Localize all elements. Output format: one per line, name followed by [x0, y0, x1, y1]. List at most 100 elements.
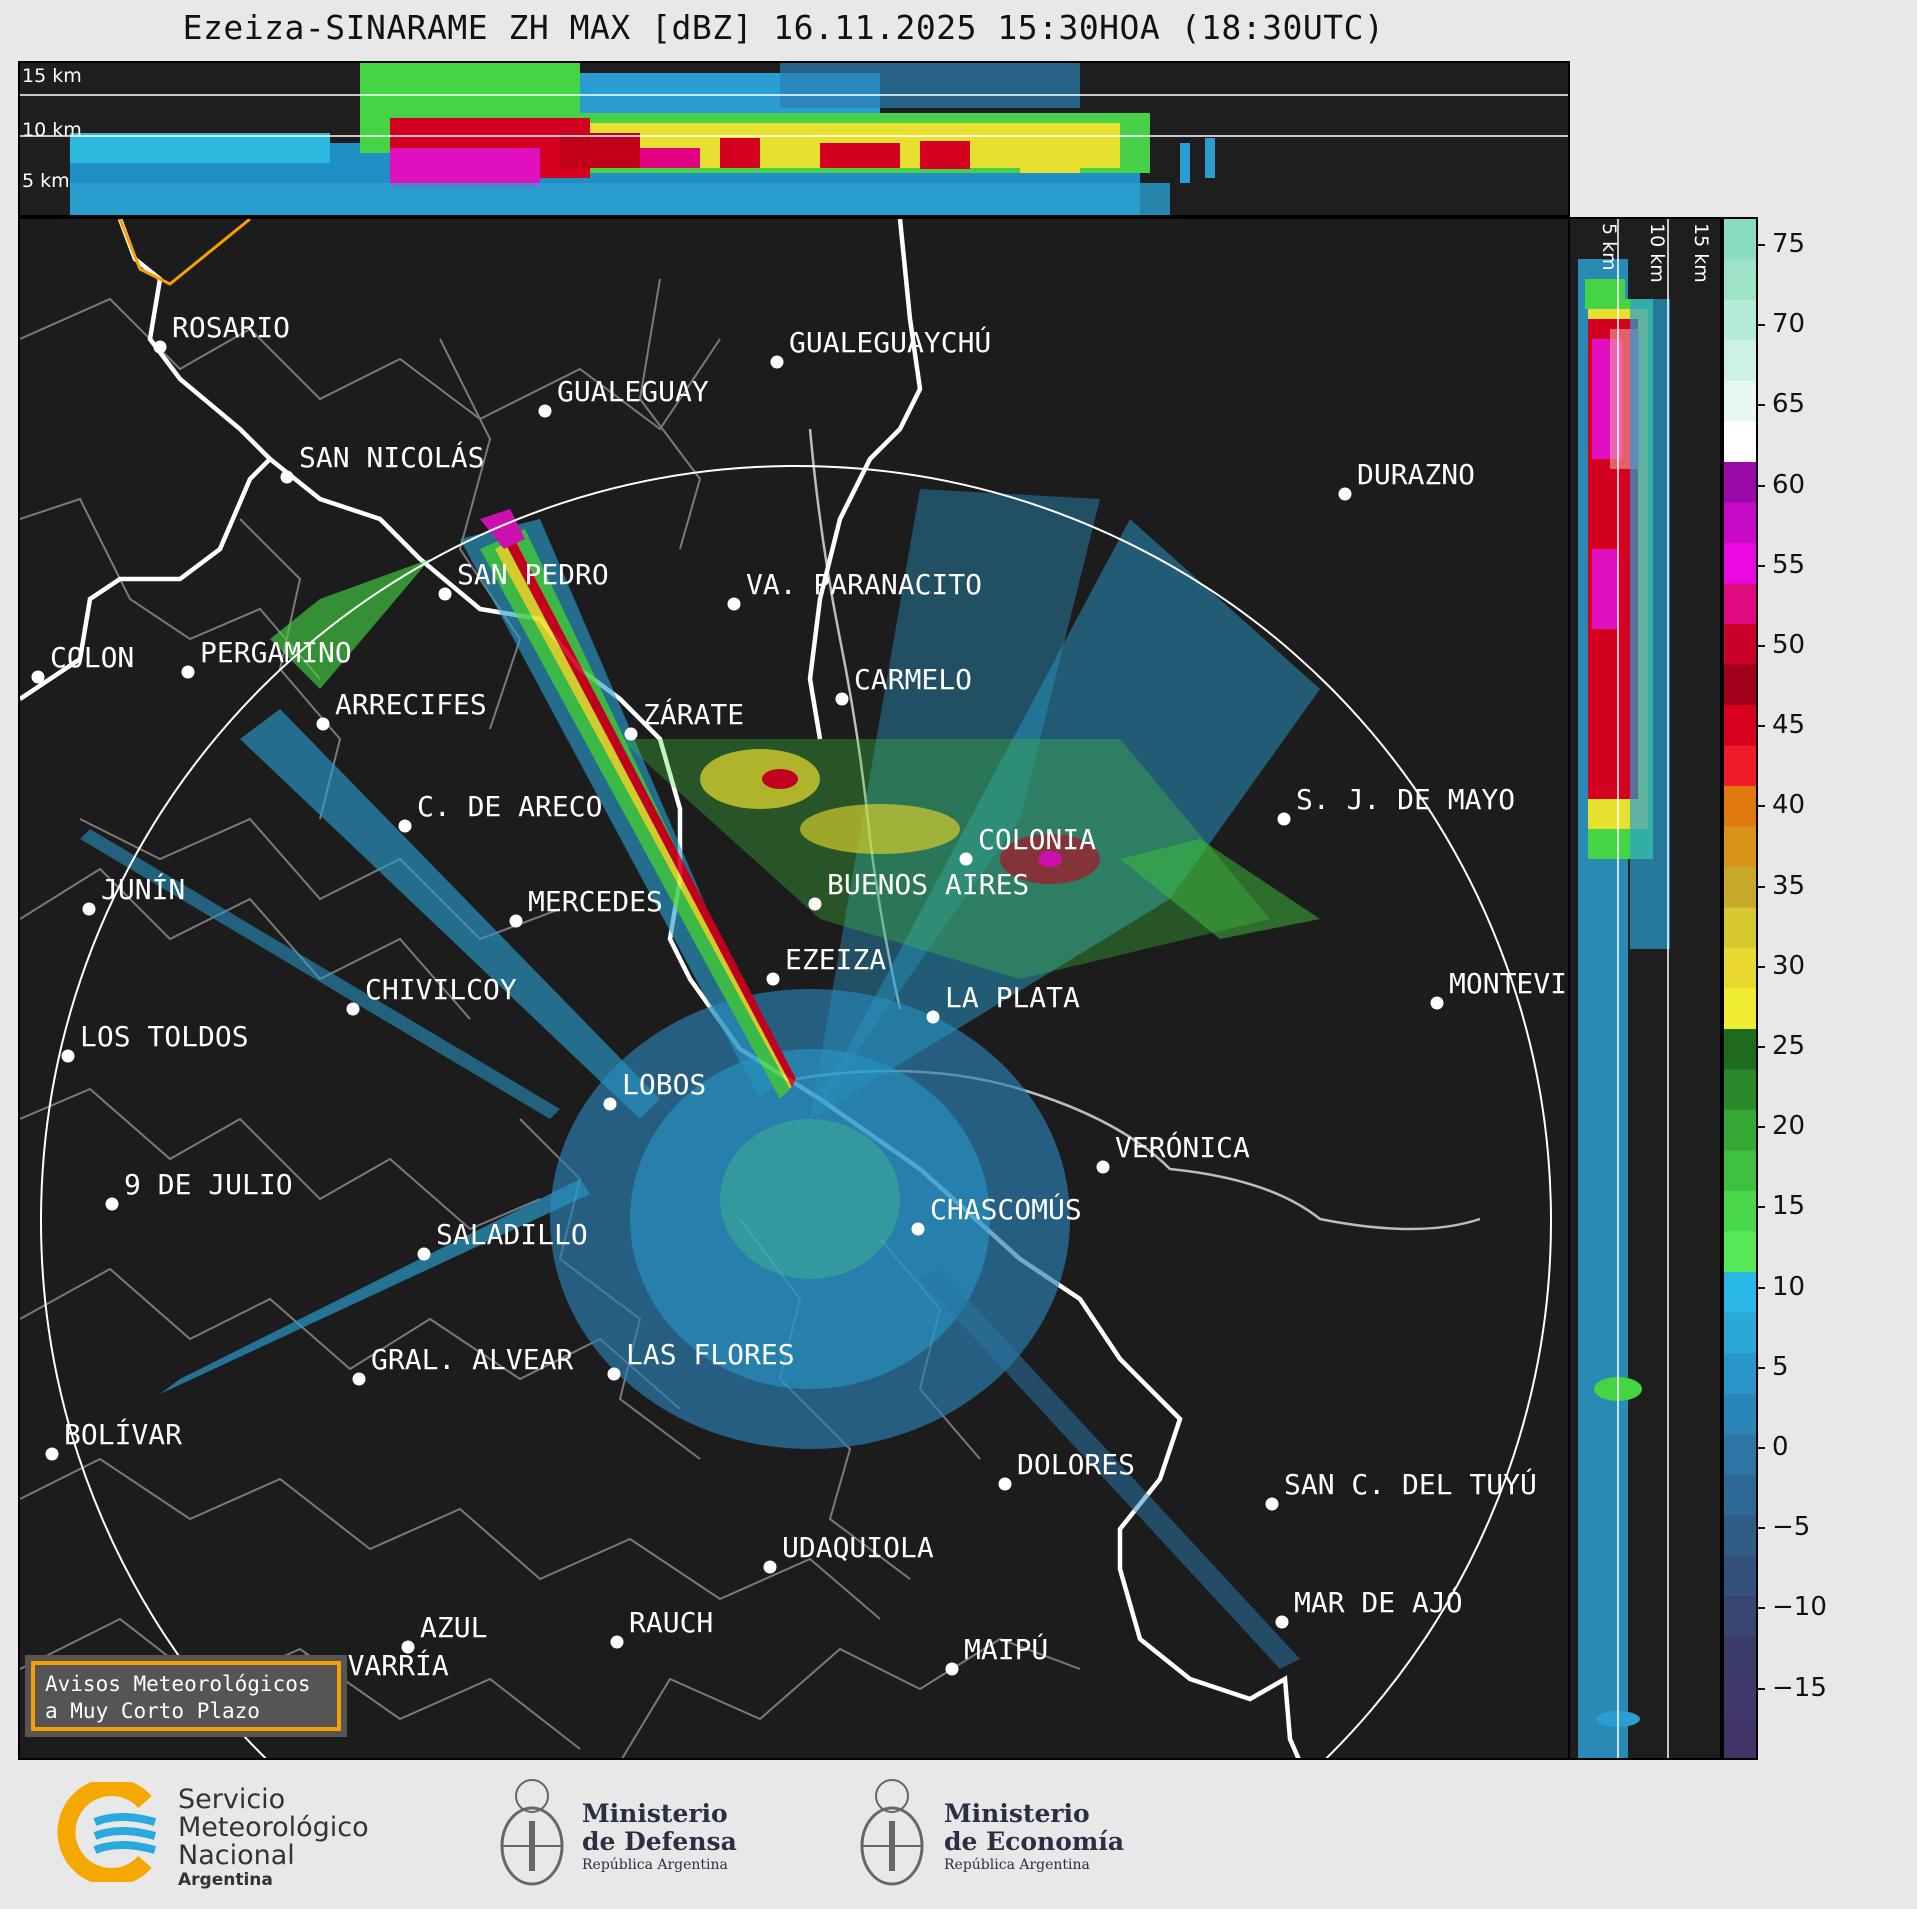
economia-line-1: Ministerio: [944, 1799, 1090, 1828]
city-marker: [603, 1097, 617, 1111]
altitude-label: 5 km: [1598, 223, 1620, 271]
city-marker: [1277, 812, 1291, 826]
city-label: SAN PEDRO: [457, 558, 609, 591]
city-marker: [438, 587, 452, 601]
argentina-coat-of-arms-icon: [500, 1779, 564, 1886]
city-label: DOLORES: [1017, 1448, 1136, 1481]
city-marker: [763, 1560, 777, 1574]
colorbar-swatch: [1724, 988, 1756, 1030]
defensa-line-2: de Defensa: [582, 1827, 737, 1856]
city-label: DURAZNO: [1357, 458, 1476, 491]
colorbar-swatch: [1724, 1393, 1756, 1435]
city-marker: [401, 1640, 415, 1654]
colorbar-swatch: [1724, 583, 1756, 625]
colorbar-swatch: [1724, 340, 1756, 382]
colorbar-swatch: [1724, 1636, 1756, 1678]
top-cross-section-panel: 15 km 10 km 5 km: [18, 61, 1570, 217]
city-label: BUENOS AIRES: [827, 868, 1030, 901]
city-marker: [808, 897, 822, 911]
city-label: LOBOS: [622, 1068, 707, 1101]
footer-logos: Servicio Meteorológico Nacional Argentin…: [0, 1762, 1917, 1909]
colorbar-tick-label: −5: [1758, 1512, 1810, 1542]
economia-line-3: República Argentina: [944, 1857, 1090, 1873]
side-cross-section-echoes: [1578, 219, 1670, 1758]
colorbar-tick-label: 20: [1758, 1111, 1805, 1141]
city-label: MAIPÚ: [964, 1633, 1049, 1666]
argentina-coat-of-arms-icon: [860, 1779, 924, 1886]
city-marker: [610, 1635, 624, 1649]
colorbar-swatch: [1724, 1029, 1756, 1070]
colorbar-swatch: [1724, 300, 1756, 341]
city-label: MAR DE AJÓ: [1294, 1586, 1463, 1619]
city-marker: [280, 470, 294, 484]
city-marker: [1096, 1160, 1110, 1174]
colorbar-swatch: [1724, 1272, 1756, 1313]
reflectivity-colorbar: [1722, 217, 1758, 1760]
warning-polygon: [118, 219, 251, 286]
colorbar-swatch: [1724, 1596, 1756, 1637]
defensa-line-3: República Argentina: [582, 1857, 728, 1873]
colorbar-swatch: [1724, 786, 1756, 827]
smn-line-2: Meteorológico: [178, 1812, 369, 1843]
colorbar-swatch: [1724, 1555, 1756, 1597]
city-marker: [417, 1247, 431, 1261]
side-cross-section-panel: 5 km 10 km 15 km: [1570, 217, 1722, 1760]
city-marker: [998, 1477, 1012, 1491]
city-label: EZEIZA: [785, 943, 887, 976]
colorbar-tick-label: 0: [1758, 1432, 1789, 1462]
city-marker: [624, 727, 638, 741]
city-label: LOS TOLDOS: [80, 1020, 249, 1053]
city-label: VERÓNICA: [1115, 1131, 1250, 1164]
city-marker: [352, 1372, 366, 1386]
city-marker: [607, 1367, 621, 1381]
city-marker: [153, 340, 167, 354]
radar-echoes: [80, 489, 1320, 1669]
colorbar-swatch: [1724, 948, 1756, 989]
colorbar-tick-label: 15: [1758, 1191, 1805, 1221]
city-marker: [727, 597, 741, 611]
colorbar-swatch: [1724, 1191, 1756, 1232]
smn-line-3: Nacional: [178, 1840, 295, 1871]
colorbar-swatches: [1724, 219, 1756, 1758]
city-label: C. DE ARECO: [417, 790, 603, 823]
city-marker: [766, 972, 780, 986]
top-cross-section-echoes: [20, 63, 1568, 215]
colorbar-swatch: [1724, 624, 1756, 665]
city-marker: [1430, 996, 1444, 1010]
city-marker: [911, 1222, 925, 1236]
colorbar-tick-label: −15: [1758, 1673, 1827, 1703]
city-label: 9 DE JULIO: [124, 1168, 293, 1201]
radar-map-svg: [20, 219, 1552, 1758]
city-label: COLON: [50, 641, 135, 674]
colorbar-swatch: [1724, 1150, 1756, 1192]
city-marker: [105, 1197, 119, 1211]
city-marker: [945, 1662, 959, 1676]
city-marker: [45, 1447, 59, 1461]
city-label: UDAQUIOLA: [782, 1531, 934, 1564]
colorbar-swatch: [1724, 502, 1756, 544]
colorbar-tick-label: 35: [1758, 871, 1805, 901]
city-label: ROSARIO: [172, 311, 291, 344]
colorbar-tick-label: 30: [1758, 951, 1805, 981]
city-label: CHASCOMÚS: [930, 1193, 1082, 1226]
city-marker: [770, 355, 784, 369]
city-label: BOLÍVAR: [64, 1418, 183, 1451]
altitude-label: 10 km: [1646, 223, 1668, 283]
city-label: SALADILLO: [436, 1218, 588, 1251]
city-label: CHIVILCOY: [365, 973, 517, 1006]
city-label: ZÁRATE: [643, 698, 745, 731]
smn-logo-icon: [57, 1782, 157, 1882]
colorbar-swatch: [1724, 705, 1756, 746]
colorbar-swatch: [1724, 1515, 1756, 1556]
city-marker: [959, 852, 973, 866]
city-label: JUNÍN: [101, 873, 186, 906]
city-label: GUALEGUAYCHÚ: [789, 326, 992, 359]
colorbar-swatch: [1724, 1069, 1756, 1111]
city-marker: [538, 404, 552, 418]
city-label: GUALEGUAY: [557, 375, 709, 408]
city-label: SAN C. DEL TUYÚ: [1284, 1468, 1537, 1501]
altitude-label: 15 km: [1690, 223, 1712, 283]
colorbar-ticks: 75 70 65 60 55 50 45 40 35 30 25 20 15 10 5 0 −5 −10 −15: [1758, 217, 1838, 1760]
warning-line-1: Avisos Meteorológicos: [45, 1672, 311, 1696]
colorbar-swatch: [1724, 1110, 1756, 1151]
